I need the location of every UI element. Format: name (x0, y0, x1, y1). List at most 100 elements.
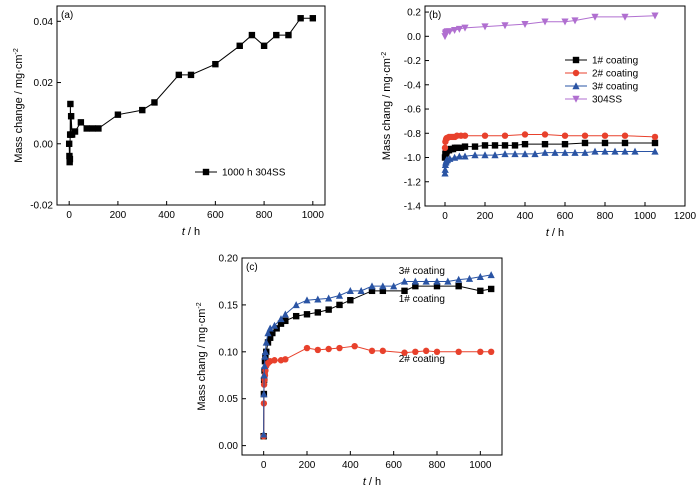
x-tick-label: 600 (385, 460, 402, 471)
y-tick-label: 0.15 (219, 300, 239, 311)
y-tick-label: -0.4 (404, 80, 422, 91)
data-point (303, 344, 311, 352)
data-point (325, 294, 333, 302)
y-tick-label: -1.2 (404, 177, 422, 188)
series-3-coating (260, 271, 495, 438)
data-point (281, 310, 289, 318)
data-point (455, 275, 463, 283)
data-point (314, 295, 322, 303)
data-point (67, 113, 75, 120)
x-tick-label: 200 (110, 210, 127, 221)
x-tick-label: 400 (342, 460, 359, 471)
panel-label: (a) (61, 10, 73, 21)
x-axis-label: t / h (363, 476, 381, 488)
data-point (71, 128, 79, 135)
data-point (325, 306, 332, 313)
series-annotation: 3# coating (399, 266, 445, 277)
data-point (511, 150, 519, 158)
data-point (501, 142, 509, 149)
data-point (455, 282, 462, 290)
legend-marker (202, 168, 210, 176)
data-point (368, 282, 376, 290)
data-point (541, 148, 549, 156)
data-point (551, 148, 559, 156)
data-point (491, 142, 499, 149)
x-tick-label: 0 (66, 210, 72, 221)
data-point (66, 155, 74, 163)
data-point (441, 165, 449, 173)
data-point (351, 342, 358, 350)
data-point (651, 139, 659, 147)
data-point (271, 357, 278, 364)
data-point (561, 132, 569, 139)
y-tick-label: 0.0 (407, 32, 421, 43)
y-axis-label: Mass change / mg·cm-2 (13, 48, 25, 163)
x-tick-label: 1200 (674, 211, 697, 222)
y-tick-label: -0.02 (30, 201, 53, 212)
data-point (621, 13, 629, 21)
data-point (476, 272, 484, 280)
data-point (487, 285, 495, 293)
data-point (277, 315, 285, 323)
series-line (263, 285, 492, 437)
legend-entry: 3# coating (565, 82, 638, 93)
data-point (297, 15, 304, 22)
series-line (263, 345, 492, 437)
data-point (433, 348, 441, 356)
series-1000-h-304ss (65, 15, 317, 166)
data-point (444, 277, 452, 285)
data-point (422, 277, 430, 285)
x-tick-label: 600 (557, 211, 574, 222)
legend-marker (572, 95, 580, 103)
y-axis-label: Mass chang / mg·cm-2 (381, 52, 393, 160)
data-point (481, 151, 489, 159)
data-point (89, 125, 96, 132)
data-point (248, 31, 256, 39)
data-point (531, 150, 539, 158)
data-point (77, 119, 85, 126)
data-point (433, 282, 441, 290)
data-point (561, 140, 569, 148)
data-point (285, 31, 292, 39)
data-point (491, 151, 499, 159)
data-point (260, 42, 268, 49)
y-tick-label: 0.20 (219, 254, 239, 265)
data-point (260, 430, 268, 438)
data-point (487, 348, 495, 356)
data-point (379, 287, 387, 295)
data-point (621, 147, 629, 155)
legend-entry: 1# coating (565, 56, 638, 67)
data-point (521, 131, 529, 138)
x-tick-label: 800 (597, 211, 614, 222)
data-point (379, 282, 387, 290)
data-point (151, 99, 158, 106)
data-point (521, 20, 529, 28)
data-point (433, 277, 441, 285)
data-point (581, 132, 589, 139)
data-point (441, 169, 449, 177)
data-point (270, 321, 279, 329)
x-tick-label: 200 (299, 460, 316, 471)
data-point (471, 151, 479, 159)
legend-marker (572, 82, 580, 90)
data-point (446, 28, 454, 36)
data-point (471, 143, 479, 150)
data-point (501, 132, 509, 139)
data-point (461, 152, 469, 160)
data-point (266, 334, 274, 341)
data-point (65, 140, 73, 147)
panel-b-chart: (b) 0 200 400 600 800 1000 1200 -1.4 -1.2 -1.0 -0.8… (381, 5, 697, 239)
x-tick-label: 0 (261, 460, 267, 471)
data-point (303, 296, 311, 304)
data-point (273, 31, 280, 39)
legend-marker (572, 56, 580, 64)
data-point (67, 100, 74, 108)
data-point (175, 71, 183, 79)
data-point (621, 139, 629, 147)
data-point (591, 13, 599, 21)
data-point (621, 132, 629, 139)
y-tick-label: 0.02 (34, 78, 54, 89)
data-point (368, 347, 376, 355)
data-point (541, 131, 549, 138)
